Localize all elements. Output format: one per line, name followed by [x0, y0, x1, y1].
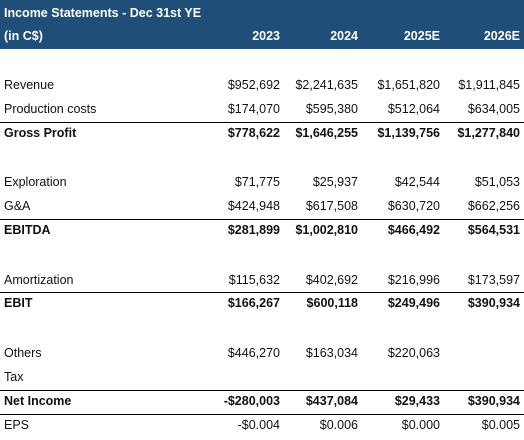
- value-2024: $0.006: [319, 418, 358, 432]
- value-2026e: $51,053: [474, 175, 520, 189]
- value-2026e: $662,256: [467, 199, 520, 213]
- value-2024: $163,034: [305, 346, 358, 360]
- row-label: Tax: [4, 370, 24, 384]
- value-2023: $166,267: [227, 296, 280, 310]
- value-2025e: $1,139,756: [377, 126, 440, 140]
- row-label: Production costs: [4, 102, 97, 116]
- value-2023: $115,632: [228, 273, 280, 287]
- row-g-and-a: G&A $424,948 $617,508 $630,720 $662,256: [0, 196, 524, 216]
- row-label: EBIT: [4, 296, 33, 310]
- value-2025e: $216,996: [387, 273, 440, 287]
- value-2024: $1,002,810: [295, 223, 358, 237]
- row-amortization: Amortization $115,632 $402,692 $216,996 …: [0, 270, 524, 290]
- row-eps: EPS -$0.004 $0.006 $0.000 $0.005: [0, 414, 524, 435]
- value-2023: $71,775: [234, 175, 280, 189]
- row-tax: Tax: [0, 367, 524, 387]
- value-2026e: $634,005: [467, 102, 520, 116]
- row-label: EBITDA: [4, 223, 51, 237]
- row-label: Revenue: [4, 78, 55, 92]
- row-label: Amortization: [4, 273, 74, 287]
- value-2024: $617,508: [305, 199, 358, 213]
- year-header-2023: 2023: [252, 29, 280, 43]
- row-revenue: Revenue $952,692 $2,241,635 $1,651,820 $…: [0, 75, 524, 95]
- value-2023: $952,692: [227, 78, 280, 92]
- year-header-2025e: 2025E: [403, 29, 440, 43]
- currency-unit: (in C$): [4, 29, 43, 43]
- value-2023: $446,270: [227, 346, 280, 360]
- row-ebit: EBIT $166,267 $600,118 $249,496 $390,934: [0, 292, 524, 313]
- row-label: Gross Profit: [4, 126, 77, 140]
- value-2024: $25,937: [312, 175, 358, 189]
- year-header-2026e: 2026E: [483, 29, 520, 43]
- year-header-2024: 2024: [330, 29, 358, 43]
- value-2024: $600,118: [306, 296, 358, 310]
- value-2025e: $220,063: [387, 346, 440, 360]
- statement-title: Income Statements - Dec 31st YE: [4, 6, 202, 20]
- value-2026e: $173,597: [467, 273, 520, 287]
- value-2023: -$0.004: [237, 418, 280, 432]
- value-2026e: $0.005: [481, 418, 520, 432]
- row-production-costs: Production costs $174,070 $595,380 $512,…: [0, 99, 524, 119]
- row-gross-profit: Gross Profit $778,622 $1,646,255 $1,139,…: [0, 122, 524, 143]
- value-2025e: $1,651,820: [377, 78, 440, 92]
- value-2024: $437,084: [305, 394, 358, 408]
- value-2025e: $249,496: [387, 296, 440, 310]
- value-2024: $1,646,255: [295, 126, 358, 140]
- table-header: Income Statements - Dec 31st YE (in C$) …: [0, 0, 524, 49]
- value-2026e: $1,277,840: [457, 126, 520, 140]
- row-ebitda: EBITDA $281,899 $1,002,810 $466,492 $564…: [0, 219, 524, 240]
- row-label: Exploration: [4, 175, 67, 189]
- value-2023: $778,622: [227, 126, 280, 140]
- value-2026e: $1,911,845: [458, 78, 520, 92]
- row-label: G&A: [4, 199, 31, 213]
- value-2025e: $0.000: [401, 418, 440, 432]
- value-2026e: $564,531: [467, 223, 520, 237]
- value-2024: $595,380: [305, 102, 358, 116]
- row-label: EPS: [4, 418, 30, 432]
- value-2025e: $42,544: [394, 175, 440, 189]
- value-2025e: $29,433: [394, 394, 440, 408]
- value-2024: $402,692: [305, 273, 358, 287]
- value-2026e: $390,934: [467, 394, 520, 408]
- value-2025e: $512,064: [387, 102, 440, 116]
- row-net-income: Net Income -$280,003 $437,084 $29,433 $3…: [0, 390, 524, 411]
- value-2024: $2,241,635: [295, 78, 358, 92]
- value-2023: $424,948: [227, 199, 280, 213]
- row-label: Others: [4, 346, 42, 360]
- value-2025e: $630,720: [387, 199, 440, 213]
- row-others: Others $446,270 $163,034 $220,063: [0, 343, 524, 363]
- value-2023: $174,070: [227, 102, 280, 116]
- row-label: Net Income: [4, 394, 72, 408]
- value-2025e: $466,492: [387, 223, 440, 237]
- value-2023: $281,899: [227, 223, 280, 237]
- row-exploration: Exploration $71,775 $25,937 $42,544 $51,…: [0, 172, 524, 192]
- value-2023: -$280,003: [223, 394, 280, 408]
- value-2026e: $390,934: [467, 296, 520, 310]
